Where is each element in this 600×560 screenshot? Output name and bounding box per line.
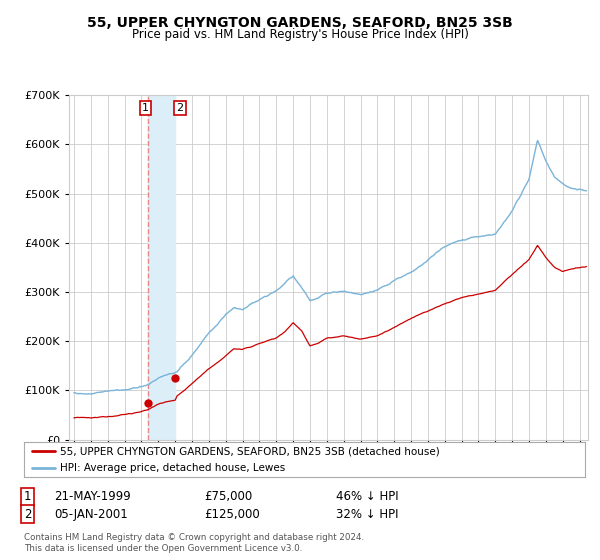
Text: 32% ↓ HPI: 32% ↓ HPI <box>336 507 398 521</box>
Text: 1: 1 <box>24 490 32 503</box>
Text: 46% ↓ HPI: 46% ↓ HPI <box>336 490 398 503</box>
Text: 1: 1 <box>142 103 149 113</box>
Text: Contains HM Land Registry data © Crown copyright and database right 2024.
This d: Contains HM Land Registry data © Crown c… <box>24 533 364 553</box>
Text: 55, UPPER CHYNGTON GARDENS, SEAFORD, BN25 3SB (detached house): 55, UPPER CHYNGTON GARDENS, SEAFORD, BN2… <box>61 446 440 456</box>
Text: HPI: Average price, detached house, Lewes: HPI: Average price, detached house, Lewe… <box>61 463 286 473</box>
Text: 21-MAY-1999: 21-MAY-1999 <box>54 490 131 503</box>
Text: £75,000: £75,000 <box>204 490 252 503</box>
Text: 2: 2 <box>24 507 32 521</box>
Text: 05-JAN-2001: 05-JAN-2001 <box>54 507 128 521</box>
Text: 2: 2 <box>176 103 184 113</box>
Text: £125,000: £125,000 <box>204 507 260 521</box>
Bar <box>148 95 175 440</box>
Text: Price paid vs. HM Land Registry's House Price Index (HPI): Price paid vs. HM Land Registry's House … <box>131 28 469 41</box>
Text: 55, UPPER CHYNGTON GARDENS, SEAFORD, BN25 3SB: 55, UPPER CHYNGTON GARDENS, SEAFORD, BN2… <box>87 16 513 30</box>
